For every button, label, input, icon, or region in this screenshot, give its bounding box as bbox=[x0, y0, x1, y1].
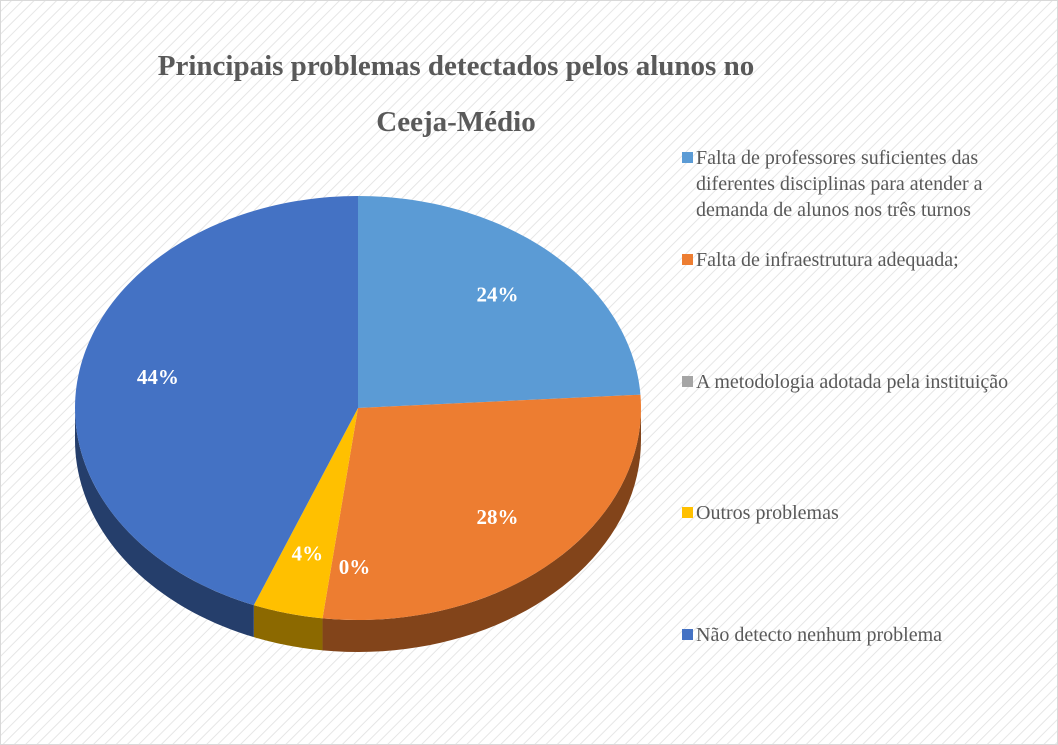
slice bbox=[75, 196, 359, 606]
legend-label: Falta de professores suficientes das dif… bbox=[696, 147, 983, 221]
legend-item: Falta de infraestrutura adequada; bbox=[682, 247, 1048, 273]
slice bbox=[322, 394, 641, 620]
data-label: 4% bbox=[292, 542, 324, 566]
data-label: 44% bbox=[137, 365, 179, 389]
slice bbox=[358, 196, 641, 408]
legend-label: Falta de infraestrutura adequada; bbox=[696, 249, 959, 271]
legend-swatch bbox=[682, 629, 693, 640]
legend-label: Não detecto nenhum problema bbox=[696, 624, 943, 646]
chart-title: Principais problemas detectados pelos al… bbox=[157, 50, 755, 138]
data-label: 28% bbox=[476, 505, 518, 529]
legend-item: Não detecto nenhum problema bbox=[682, 622, 1048, 648]
legend-swatch bbox=[682, 152, 693, 163]
legend-label: A metodologia adotada pela instituição bbox=[696, 371, 1009, 393]
legend-item: Outros problemas bbox=[682, 500, 1048, 526]
legend-swatch bbox=[682, 376, 693, 387]
slice-side bbox=[75, 408, 254, 638]
slice bbox=[253, 408, 358, 619]
data-label: 24% bbox=[476, 283, 518, 307]
legend-swatch bbox=[682, 254, 693, 265]
slice-side bbox=[322, 408, 641, 652]
legend-item: Falta de professores suficientes das dif… bbox=[682, 145, 1048, 223]
legend-item: A metodologia adotada pela instituição bbox=[682, 369, 1048, 395]
slice-side bbox=[253, 605, 323, 651]
legend-label: Outros problemas bbox=[696, 502, 839, 524]
legend-swatch bbox=[682, 507, 693, 518]
data-label: 0% bbox=[339, 555, 371, 579]
